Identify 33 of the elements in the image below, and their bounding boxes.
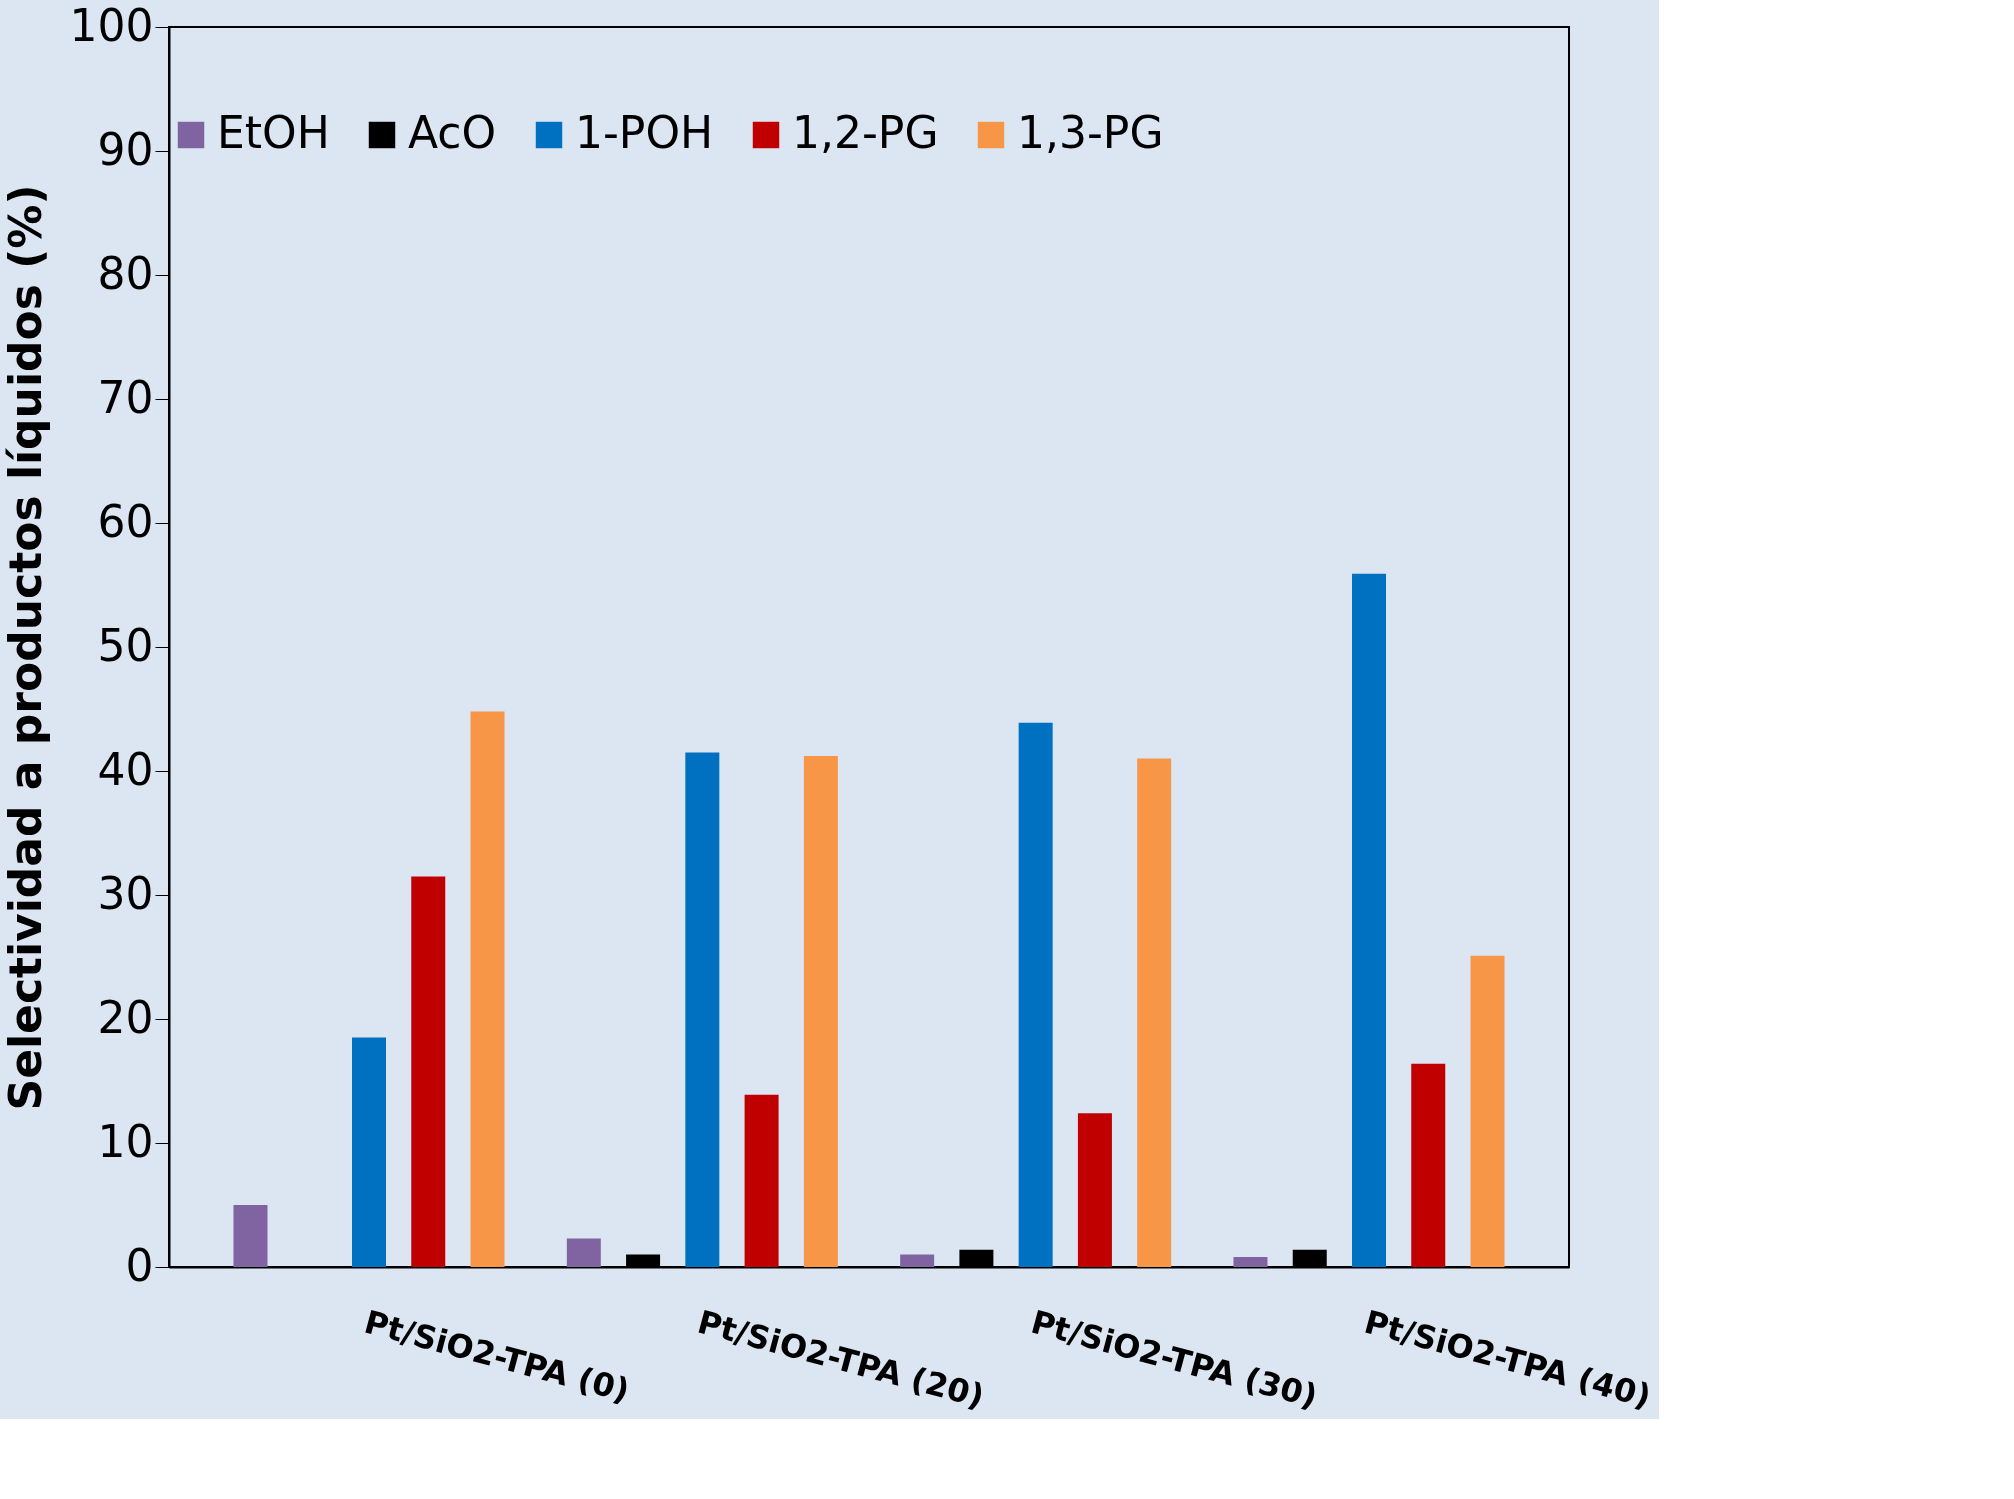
bar: [685, 752, 720, 1267]
bar: [1233, 1257, 1268, 1267]
bar: [352, 1037, 386, 1267]
y-tick-label: 40: [97, 743, 154, 795]
y-tick-label: 60: [97, 495, 154, 547]
y-tick-label: 30: [97, 867, 154, 919]
bar: [1352, 573, 1386, 1267]
y-axis-title: Selectividad a productos líquidos (%): [0, 184, 51, 1111]
y-tick-label: 70: [97, 371, 154, 423]
bar: [566, 1238, 601, 1267]
y-tick-label: 80: [97, 247, 154, 299]
legend-label: 1,2-PG: [792, 107, 939, 158]
bar: [1470, 955, 1505, 1267]
bar: [803, 756, 838, 1267]
y-tick-label: 50: [97, 619, 154, 671]
y-tick-label: 0: [125, 1239, 154, 1291]
bar: [900, 1254, 935, 1267]
legend-label: AcO: [408, 107, 497, 158]
y-tick-label: 100: [69, 0, 154, 51]
bar: [1137, 758, 1172, 1267]
y-tick-label: 10: [97, 1115, 154, 1167]
bar: [470, 711, 505, 1267]
bar: [1411, 1063, 1446, 1267]
y-tick-label: 90: [97, 123, 154, 175]
bar: [233, 1205, 268, 1267]
bar: [744, 1094, 779, 1267]
legend-label: EtOH: [217, 107, 330, 158]
y-tick-label: 20: [97, 991, 154, 1043]
bar: [411, 876, 446, 1267]
legend-label: 1,3-PG: [1017, 107, 1164, 158]
bar: [1018, 722, 1053, 1267]
legend-label: 1-POH: [575, 107, 714, 158]
bar: [1077, 1113, 1112, 1267]
